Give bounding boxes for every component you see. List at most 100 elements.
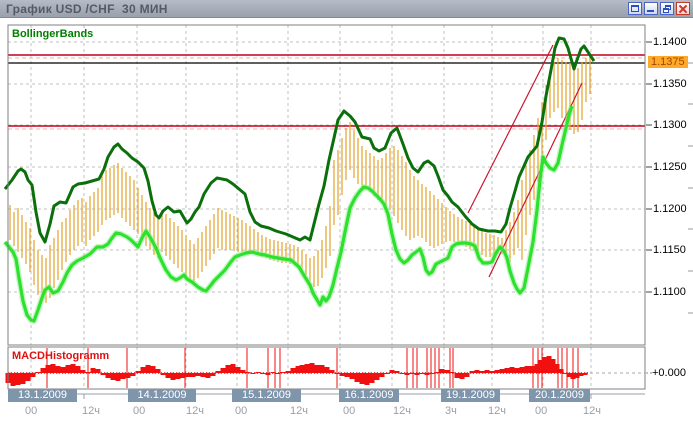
minimize-icon: [647, 10, 654, 12]
macd-bar: [90, 368, 96, 373]
time-axis-label: 00: [235, 405, 248, 417]
macd-bar: [70, 364, 76, 373]
macd-bar: [379, 373, 385, 377]
title-bar[interactable]: График USD /CHF 30 МИН: [0, 0, 693, 18]
macd-bar: [469, 371, 475, 373]
macd-bar: [319, 365, 325, 373]
macd-bar: [15, 373, 21, 385]
macd-bar: [150, 366, 156, 373]
macd-bar: [582, 373, 588, 375]
macd-bar: [574, 373, 580, 378]
macd-bar: [459, 373, 465, 379]
macd-bar: [304, 364, 310, 373]
minimize-button[interactable]: [644, 2, 658, 15]
macd-bar: [299, 365, 305, 373]
price-axis-label: 1.1100: [653, 286, 686, 298]
macd-bar: [494, 370, 500, 373]
current-price-tag: 1.1375: [648, 56, 688, 68]
date-tag: 14.1.2009: [128, 389, 196, 402]
macd-bar: [504, 368, 510, 373]
macd-bar: [280, 372, 286, 373]
macd-bar: [210, 373, 216, 376]
macd-bar: [200, 373, 206, 377]
time-axis-label: 00: [535, 405, 548, 417]
macd-bar: [120, 373, 126, 379]
macd-bar: [529, 366, 535, 373]
macd-label: MACDHistogramm: [12, 350, 110, 362]
macd-bar: [130, 373, 136, 376]
macd-panel-frame: [7, 346, 646, 390]
macd-bar: [339, 373, 345, 376]
macd-bar: [155, 369, 161, 373]
macd-bar: [50, 364, 56, 373]
macd-bar: [538, 360, 544, 373]
macd-bar: [474, 370, 480, 373]
macd-bar: [509, 367, 515, 373]
macd-bar: [195, 373, 201, 376]
restore-button[interactable]: [660, 2, 674, 15]
date-tag: 15.1.2009: [232, 389, 301, 402]
macd-bar: [240, 370, 246, 373]
macd-bar: [344, 373, 350, 377]
macd-bar: [20, 373, 26, 384]
price-axis-label: 1.1350: [653, 78, 687, 90]
price-axis-label: 1.1300: [653, 119, 687, 131]
macd-bar: [100, 373, 106, 375]
macd-bar: [489, 371, 495, 373]
macd-bar: [389, 370, 395, 373]
macd-bar: [105, 373, 111, 378]
date-tag: 20.1.2009: [529, 389, 590, 402]
macd-bar: [542, 357, 548, 373]
macd-bar: [55, 366, 61, 373]
time-axis-label: 12ч: [393, 405, 411, 417]
macd-bar: [394, 371, 400, 373]
macd-bar: [75, 366, 81, 373]
macd-bar: [30, 373, 36, 377]
macd-bar: [359, 373, 365, 384]
time-axis-label: 00: [133, 405, 146, 417]
macd-bar: [454, 373, 460, 378]
macd-bar: [534, 364, 540, 373]
macd-bar: [165, 373, 171, 378]
macd-bar: [562, 373, 568, 374]
macd-bar: [519, 367, 525, 373]
main-chart-frame: [7, 24, 646, 346]
macd-bar: [95, 369, 101, 373]
macd-bar: [60, 367, 66, 373]
macd-bar: [550, 359, 556, 373]
macd-bar: [215, 371, 221, 373]
price-axis-label: 1.1400: [653, 36, 687, 48]
macd-bar: [185, 373, 191, 377]
time-axis-label: 3ч: [445, 405, 457, 417]
macd-bar: [190, 373, 196, 377]
macd-bar: [354, 373, 360, 382]
time-axis-label: 12ч: [186, 405, 204, 417]
macd-bar: [25, 373, 31, 381]
macd-bar: [479, 371, 485, 373]
macd-bar: [205, 373, 211, 378]
macd-bar: [554, 364, 560, 373]
date-tag: 13.1.2009: [8, 389, 77, 402]
time-axis-label: 12ч: [290, 405, 308, 417]
macd-bar: [125, 373, 131, 378]
macd-bar: [235, 367, 241, 373]
bollinger-label: BollingerBands: [12, 28, 94, 40]
macd-bar: [40, 368, 46, 373]
macd-bar: [115, 373, 121, 381]
bollinger-lower-band: [3, 105, 574, 323]
macd-bar: [324, 367, 330, 373]
window-title: График USD /CHF 30 МИН: [6, 2, 168, 16]
date-tag: 19.1.2009: [441, 389, 500, 402]
macd-bar: [135, 371, 141, 373]
maximize-button[interactable]: [628, 2, 642, 15]
price-axis-label: 1.1150: [653, 244, 686, 256]
bollinger-upper-band: [3, 36, 596, 244]
macd-bar: [524, 366, 530, 373]
close-button[interactable]: [676, 2, 690, 15]
macd-bar: [285, 371, 291, 373]
macd-zero-label: +0.000: [652, 367, 686, 379]
macd-bar: [444, 370, 450, 373]
time-axis-label: 12ч: [488, 405, 506, 417]
macd-bar: [364, 373, 370, 385]
